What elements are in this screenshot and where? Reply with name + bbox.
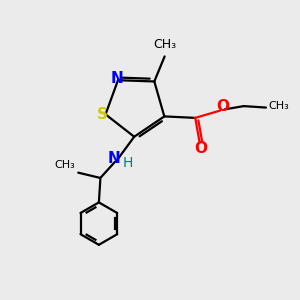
Text: N: N: [110, 71, 123, 86]
Text: CH₃: CH₃: [54, 160, 75, 170]
Text: N: N: [108, 151, 121, 166]
Text: O: O: [216, 100, 229, 115]
Text: O: O: [195, 141, 208, 156]
Text: CH₃: CH₃: [269, 101, 290, 111]
Text: H: H: [123, 156, 134, 170]
Text: S: S: [97, 107, 108, 122]
Text: CH₃: CH₃: [153, 38, 176, 51]
